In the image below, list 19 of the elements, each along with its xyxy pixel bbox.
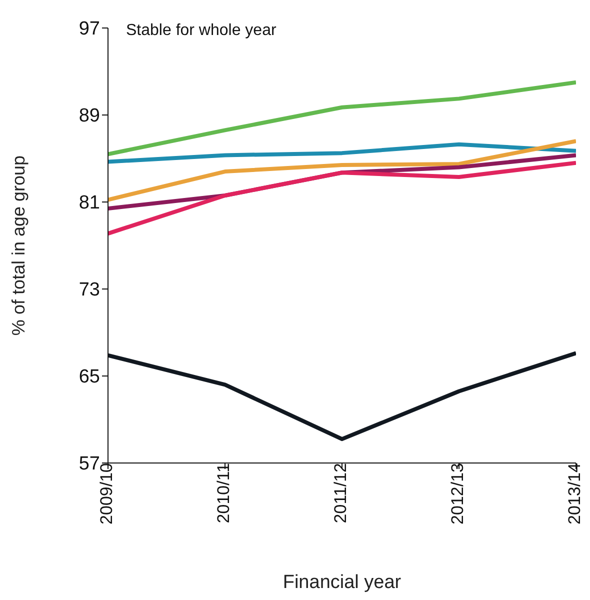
line-series [108, 351, 576, 442]
y-axis-title: % of total in age group [8, 155, 28, 336]
y-tick-label: 97 [78, 18, 100, 40]
y-tick-label: 89 [78, 106, 100, 127]
line-series [108, 139, 576, 202]
line-series [108, 160, 576, 236]
x-tick-label: 2010/11 [214, 463, 234, 524]
x-tick-label: 2012/13 [448, 463, 468, 524]
x-tick-label: 2011/12 [331, 463, 350, 524]
line-series [108, 142, 576, 164]
x-axis-title: Financial year [282, 572, 402, 593]
x-tick-label: 2009/10 [97, 463, 116, 524]
y-tick-label: 65 [78, 366, 100, 388]
y-tick-label: 73 [78, 280, 100, 301]
x-tick-label: 2013/14 [565, 463, 584, 524]
chart-title: Stable for whole year [126, 22, 276, 40]
y-tick-label: 81 [78, 192, 100, 214]
y-tick-label: 57 [78, 454, 100, 475]
line-series [108, 80, 576, 156]
